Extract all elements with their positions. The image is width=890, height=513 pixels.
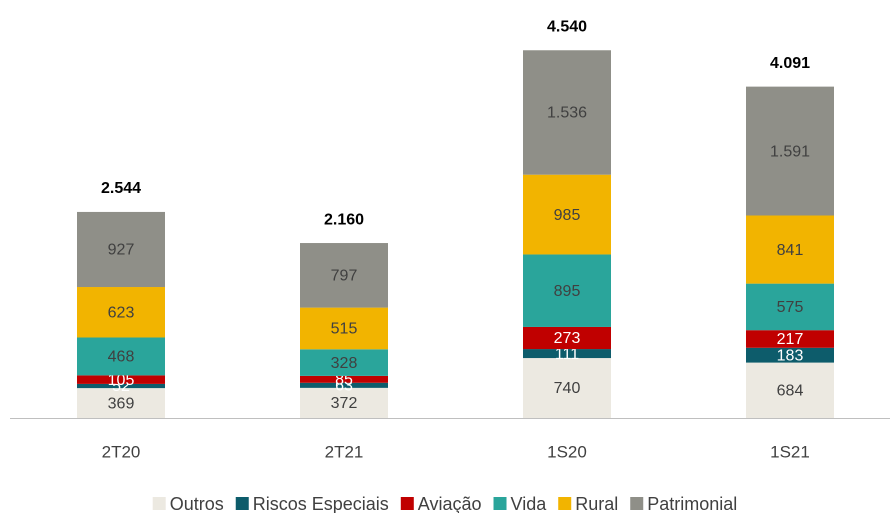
bar-segment <box>523 326 611 350</box>
segment-label: 328 <box>331 355 358 372</box>
segment-label: 372 <box>331 395 358 412</box>
bar-segment <box>523 358 611 418</box>
bar-segment <box>77 337 165 376</box>
bar-segment <box>300 382 388 388</box>
legend-label: Patrimonial <box>647 494 737 513</box>
total-label: 2.544 <box>101 180 141 197</box>
segment-label: 111 <box>555 346 579 363</box>
bar-segment <box>300 243 388 308</box>
bar-segment <box>300 349 388 376</box>
segment-label: 985 <box>554 207 581 224</box>
legend-label: Aviação <box>418 494 482 513</box>
bar-segment <box>300 375 388 383</box>
bar-segment <box>77 383 165 389</box>
x-tick-label: 1S20 <box>547 442 587 461</box>
segment-label: 575 <box>777 299 804 316</box>
legend-swatch <box>152 497 166 510</box>
legend-label: Riscos Especiais <box>253 494 389 513</box>
segment-label: 468 <box>108 349 135 366</box>
segment-label: 217 <box>777 331 804 348</box>
segment-label: 183 <box>777 347 804 364</box>
bar-segment <box>746 330 834 348</box>
segment-label: 684 <box>777 383 804 400</box>
bar-segment <box>300 387 388 418</box>
bar-segment <box>77 375 165 384</box>
bar-segment <box>77 211 165 288</box>
x-tick-label: 1S21 <box>770 442 810 461</box>
legend-label: Vida <box>511 494 548 513</box>
total-label: 4.540 <box>547 18 587 35</box>
bar-segment <box>523 254 611 327</box>
bar-segment <box>746 362 834 418</box>
bar-segment <box>523 50 611 175</box>
legend-swatch <box>493 497 507 510</box>
legend-label: Rural <box>575 494 618 513</box>
bar-segment <box>77 388 165 418</box>
bar-segment <box>523 174 611 255</box>
total-label: 4.091 <box>770 55 810 72</box>
legend-label: Outros <box>170 494 224 513</box>
segment-label: 841 <box>777 242 804 259</box>
segment-label: 797 <box>331 268 358 285</box>
total-label: 2.160 <box>324 211 364 228</box>
segment-label: 895 <box>554 283 581 300</box>
x-tick-label: 2T20 <box>102 442 141 461</box>
bar-segment <box>746 215 834 284</box>
bar-segment <box>77 287 165 338</box>
bar-segment <box>746 86 834 216</box>
bar-segment <box>523 349 611 359</box>
segment-label: 273 <box>554 330 581 347</box>
segment-label: 623 <box>108 304 135 321</box>
segment-label: 740 <box>554 380 581 397</box>
legend-swatch <box>630 497 644 510</box>
bar-segment <box>300 307 388 350</box>
bar-segment <box>746 347 834 363</box>
segment-label: 369 <box>108 395 135 412</box>
segment-label: 105 <box>108 372 135 389</box>
segment-label: 927 <box>108 242 135 259</box>
legend-swatch <box>235 497 249 510</box>
bar-segment <box>746 283 834 331</box>
segment-label: 1.591 <box>770 143 810 160</box>
segment-label: 1.536 <box>547 105 587 122</box>
legend-swatch <box>558 497 572 510</box>
x-tick-label: 2T21 <box>325 442 364 461</box>
legend-swatch <box>400 497 414 510</box>
legend: Outros Riscos Especiais Aviação Vida Rural Pa… <box>152 494 737 513</box>
segment-label: 515 <box>331 321 358 338</box>
